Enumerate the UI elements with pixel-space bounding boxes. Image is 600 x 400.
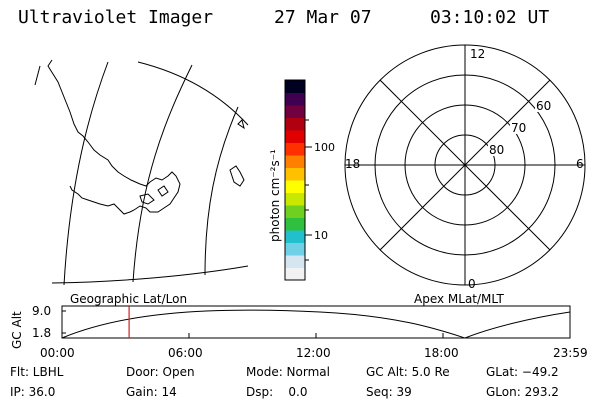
map-latitude-line [137,61,249,126]
polar-lat-label-80: 80 [489,143,504,157]
status-glat: GLat: −49.2 [486,365,559,379]
polar-lat-label-70: 70 [511,121,526,135]
colorbar-band [285,130,305,143]
status-panel: Flt: LBHL IP: 36.0 Door: Open Gain: 14 M… [10,365,559,399]
colorbar-band [285,242,305,256]
apex-label: Apex MLat/MLT [414,292,504,306]
island-outline [229,165,245,187]
colorbar-tick-label-10: 10 [314,229,328,242]
color-scale-frame [284,79,306,281]
colorbar-unit-label: photon cm⁻²s⁻¹ [268,149,282,242]
colorbar-tick-label-100: 100 [314,141,335,154]
polar-label-12: 12 [470,47,485,61]
alt-ytick-label-high: 9.0 [32,304,51,318]
colorbar-band [285,117,305,131]
colorbar-band [285,92,305,106]
colorbar-band [285,192,305,206]
status-ip: IP: 36.0 [10,385,55,399]
polar-label-6: 6 [576,157,584,171]
map-longitude-line [204,106,239,276]
colorbar-band [285,155,305,168]
colorbar-band [285,167,305,181]
coastline-detail [157,185,169,197]
south-america-coastline [47,59,181,215]
colorbar-band [285,142,305,156]
colorbar-band [285,217,305,231]
map-latitude-line [51,265,249,284]
alt-ytick-label-low: 1.8 [32,326,51,340]
status-door: Door: Open [126,365,195,379]
island-outline [237,119,245,130]
alt-xtick-label: 12:00 [296,346,331,360]
observation-time: 03:10:02 UT [430,7,550,28]
observation-date: 27 Mar 07 [274,7,372,28]
alt-ylabel: GC Alt [10,311,24,349]
polar-diagonal [379,79,551,251]
polar-lat-label-60: 60 [536,99,551,113]
coastline-detail [139,193,155,205]
geographic-label: Geographic Lat/Lon [70,292,187,306]
alt-xtick-label: 23:59 [553,346,588,360]
polar-label-0: 0 [468,277,476,291]
colorbar-band [285,205,305,218]
status-gain: Gain: 14 [126,385,177,399]
colorbar-band [285,267,305,281]
status-glon: GLon: 293.2 [486,385,559,399]
status-filter: Flt: LBHL [10,365,64,379]
colorbar-band [285,255,305,268]
instrument-title: Ultraviolet Imager [18,7,214,28]
polar-grid [344,44,586,286]
color-scale-bar [285,80,305,281]
status-dsp: Dsp: 0.0 [246,385,308,399]
alt-xtick-label: 06:00 [168,346,203,360]
colorbar-band [285,105,305,118]
polar-label-18: 18 [345,157,360,171]
alt-xtick-label: 18:00 [424,346,459,360]
colorbar-band [285,230,305,243]
colorbar-band [285,80,305,93]
map-longitude-line [132,64,193,283]
colorbar-band [285,180,305,193]
alt-xtick-label: 00:00 [40,346,75,360]
map-longitude-line [34,65,41,86]
geographic-map [34,59,249,286]
status-mode: Mode: Normal [246,365,330,379]
alt-xticks [61,333,571,338]
altitude-curve [61,309,571,339]
map-longitude-line [63,61,109,286]
status-gc-alt: GC Alt: 5.0 Re [366,365,450,379]
status-seq: Seq: 39 [366,385,412,399]
